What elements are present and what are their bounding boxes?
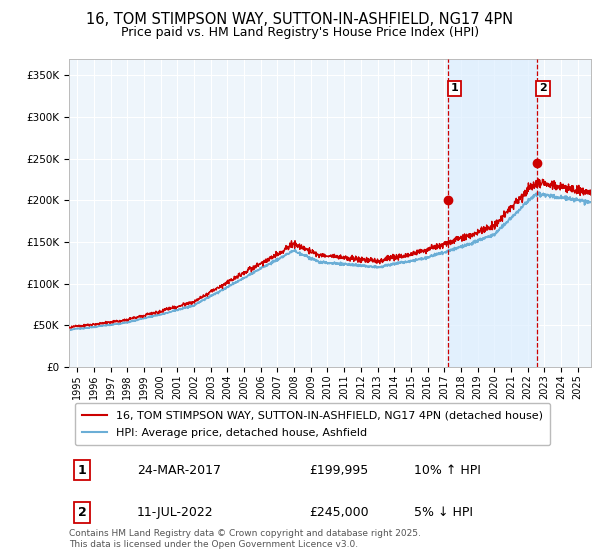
Legend: 16, TOM STIMPSON WAY, SUTTON-IN-ASHFIELD, NG17 4PN (detached house), HPI: Averag: 16, TOM STIMPSON WAY, SUTTON-IN-ASHFIELD… xyxy=(74,403,550,445)
Text: 10% ↑ HPI: 10% ↑ HPI xyxy=(413,464,481,477)
Text: 24-MAR-2017: 24-MAR-2017 xyxy=(137,464,221,477)
Text: 2: 2 xyxy=(77,506,86,519)
Text: 1: 1 xyxy=(451,83,458,94)
Text: 11-JUL-2022: 11-JUL-2022 xyxy=(137,506,214,519)
Text: 1: 1 xyxy=(77,464,86,477)
Text: Price paid vs. HM Land Registry's House Price Index (HPI): Price paid vs. HM Land Registry's House … xyxy=(121,26,479,39)
Text: Contains HM Land Registry data © Crown copyright and database right 2025.
This d: Contains HM Land Registry data © Crown c… xyxy=(69,529,421,549)
Text: £199,995: £199,995 xyxy=(309,464,368,477)
Text: 16, TOM STIMPSON WAY, SUTTON-IN-ASHFIELD, NG17 4PN: 16, TOM STIMPSON WAY, SUTTON-IN-ASHFIELD… xyxy=(86,12,514,27)
Text: 2: 2 xyxy=(539,83,547,94)
Text: £245,000: £245,000 xyxy=(309,506,369,519)
Text: 5% ↓ HPI: 5% ↓ HPI xyxy=(413,506,473,519)
Bar xyxy=(448,59,536,367)
